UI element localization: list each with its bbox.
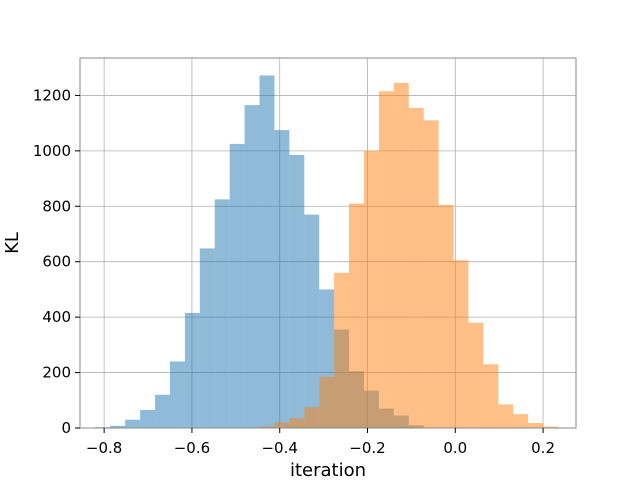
histogram-bar-series-1 xyxy=(184,312,200,428)
histogram-bar-series-2 xyxy=(498,404,514,428)
histogram-bar-series-2 xyxy=(543,426,559,428)
histogram-bar-series-2 xyxy=(528,423,544,428)
histogram-bar-series-1 xyxy=(304,214,320,428)
y-tick-label: 400 xyxy=(42,308,71,326)
y-tick-label: 0 xyxy=(61,419,71,437)
histogram-bar-series-2 xyxy=(259,426,275,428)
y-tick-label: 1200 xyxy=(33,86,71,104)
histogram-bar-series-2 xyxy=(513,414,529,428)
grid-lines xyxy=(80,58,576,429)
histogram-bar-series-1 xyxy=(125,419,141,428)
axis-ticks: −0.8 −0.6 −0.4 −0.2 0.0 0.2 0 200 400 600 800 1000 1… xyxy=(33,86,555,457)
histogram-bar-series-2 xyxy=(483,364,499,428)
histogram-bar-series-2 xyxy=(363,150,379,428)
y-axis-label: KL xyxy=(2,232,23,254)
histogram-bars xyxy=(95,75,559,429)
histogram-bar-series-2 xyxy=(319,376,335,428)
histogram-bar-series-2 xyxy=(304,407,320,428)
histogram-bar-series-1 xyxy=(169,361,185,428)
histogram-bar-series-1 xyxy=(289,155,305,429)
y-tick-label: 600 xyxy=(42,253,71,271)
x-tick-label: 0.0 xyxy=(443,439,467,457)
y-tick-label: 800 xyxy=(42,197,71,215)
histogram-bar-series-1 xyxy=(110,425,126,428)
histogram-bar-series-2 xyxy=(349,203,364,428)
x-tick-label: −0.6 xyxy=(174,439,210,457)
histogram-bar-series-2 xyxy=(274,422,290,428)
histogram-bar-series-1 xyxy=(199,248,215,428)
x-axis-label: iteration xyxy=(290,460,366,480)
histogram-bar-series-2 xyxy=(408,107,424,429)
x-tick-label: −0.2 xyxy=(349,439,385,457)
histogram-bar-series-1 xyxy=(155,394,170,428)
histogram-bar-series-2 xyxy=(393,82,409,428)
histogram-bar-series-1 xyxy=(140,409,156,428)
histogram-bar-series-1 xyxy=(214,199,230,428)
histogram-bar-series-2 xyxy=(453,260,469,428)
x-tick-label: −0.8 xyxy=(86,439,122,457)
histogram-bar-series-1 xyxy=(274,130,290,428)
histogram-bar-series-2 xyxy=(438,204,454,428)
histogram-bar-series-1 xyxy=(259,75,275,429)
histogram-bar-series-2 xyxy=(334,272,350,428)
histogram-bar-series-2 xyxy=(468,322,484,428)
x-tick-label: −0.4 xyxy=(261,439,297,457)
histogram-bar-series-2 xyxy=(423,120,439,428)
x-tick-label: 0.2 xyxy=(531,439,555,457)
histogram-bar-series-1 xyxy=(229,143,245,428)
histogram-bar-series-1 xyxy=(244,105,260,429)
y-tick-label: 200 xyxy=(42,364,71,382)
histogram-bar-series-2 xyxy=(289,418,305,428)
y-tick-label: 1000 xyxy=(33,142,71,160)
histogram-bar-series-2 xyxy=(378,91,394,429)
plot-frame xyxy=(79,57,577,429)
